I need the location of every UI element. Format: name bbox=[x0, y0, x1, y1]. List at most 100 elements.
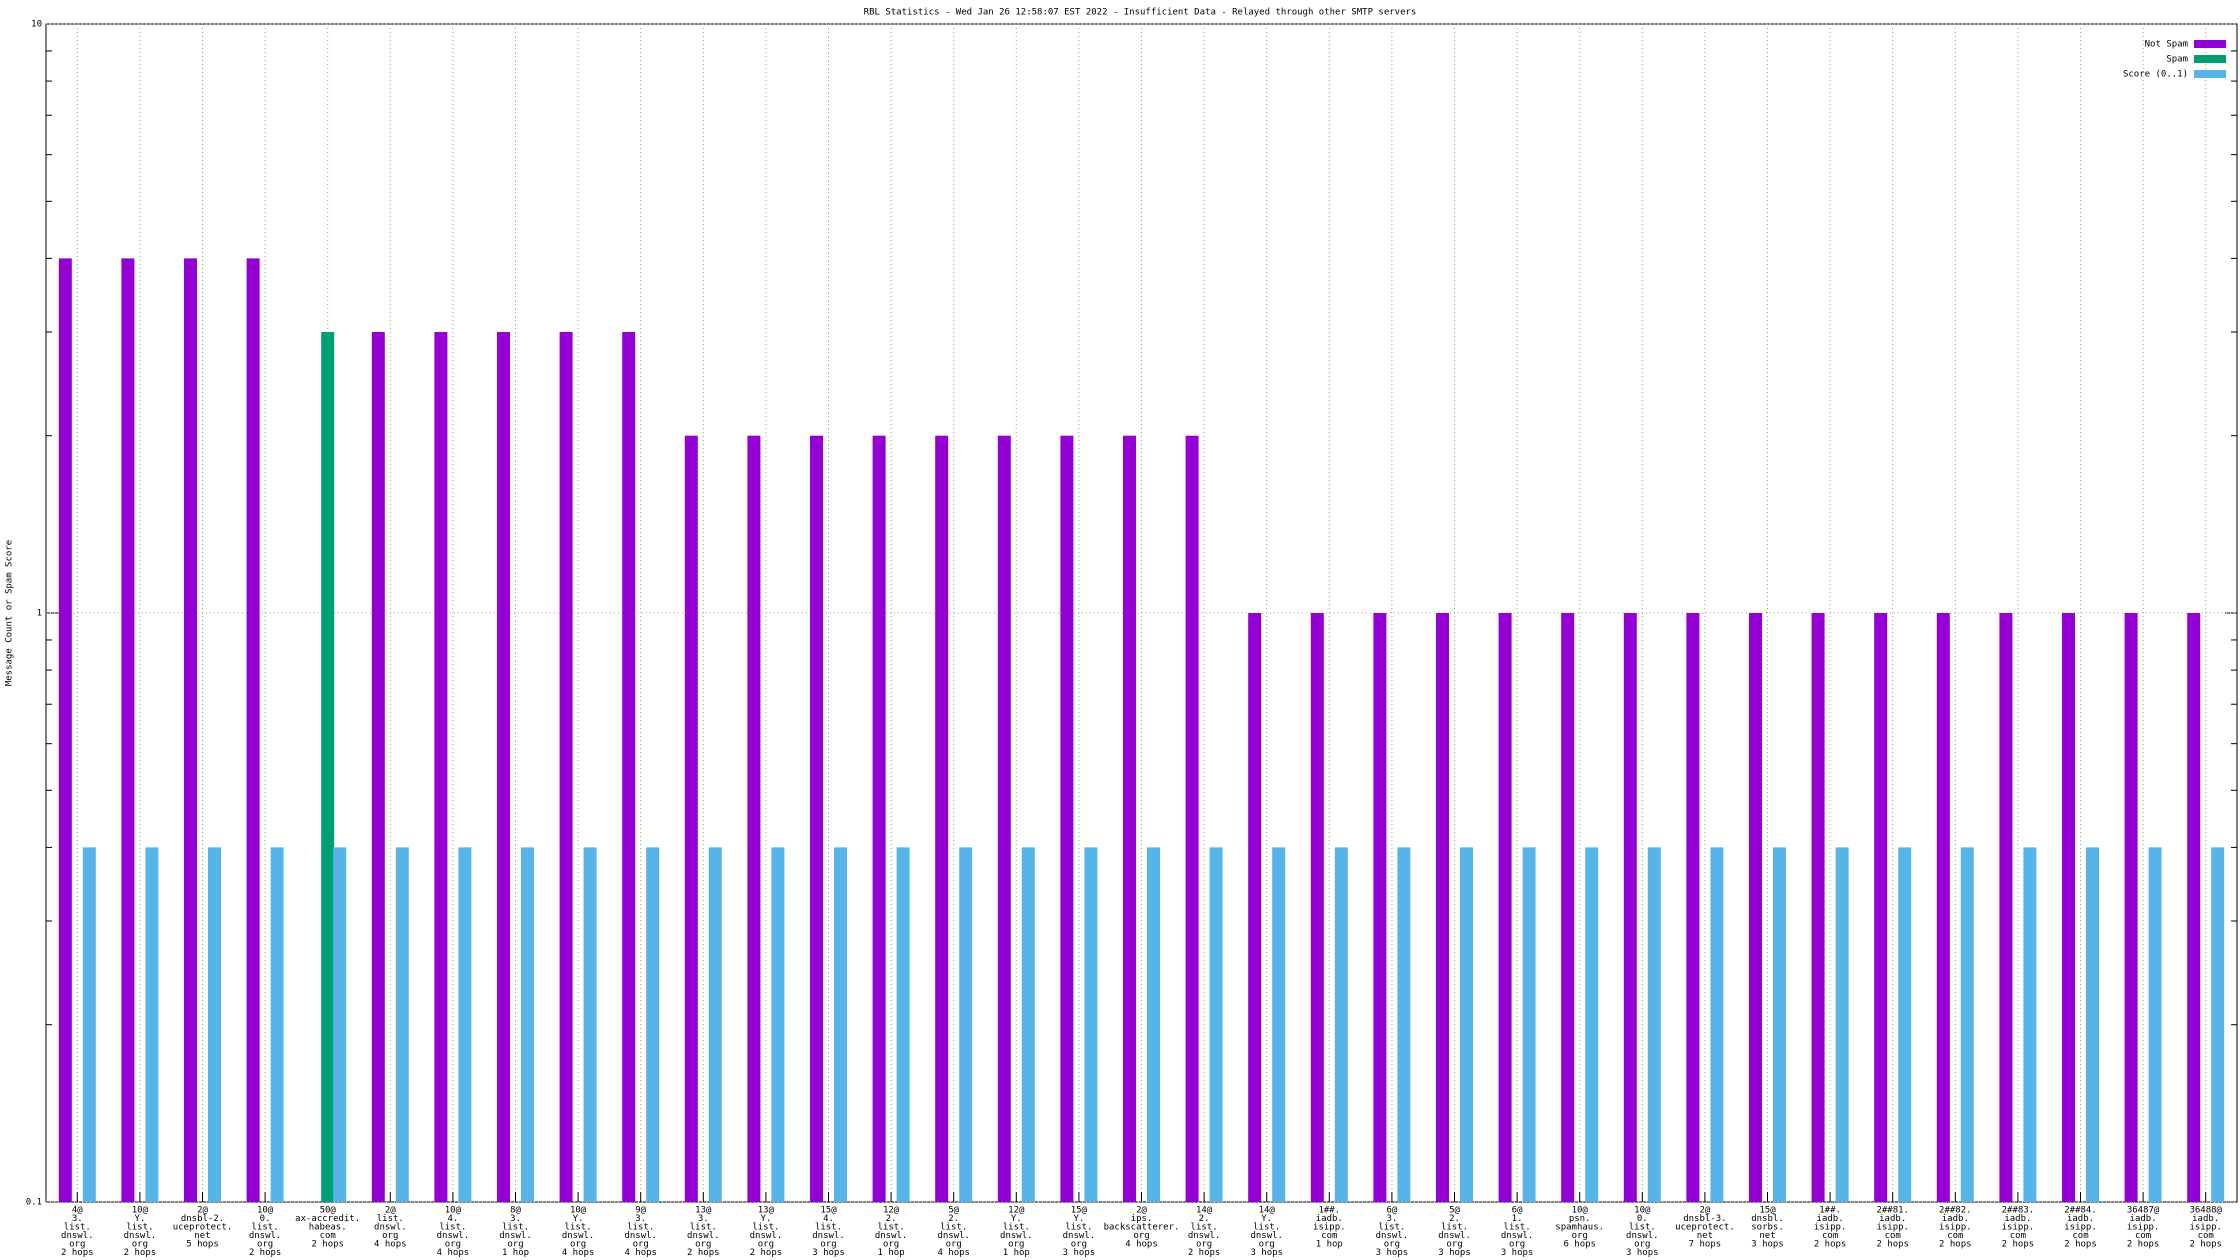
y-axis-label: Message Count or Spam Score bbox=[5, 540, 15, 686]
x-tick-label: 3. bbox=[1386, 1214, 1397, 1224]
x-tick-label: 7 hops bbox=[1689, 1240, 1722, 1250]
x-tick-label: 5@ bbox=[948, 1206, 959, 1216]
bar bbox=[1710, 847, 1724, 1202]
bar bbox=[1123, 435, 1136, 1202]
x-tick-label: 0. bbox=[1637, 1214, 1648, 1224]
x-tick-label: 10@ bbox=[445, 1206, 462, 1216]
bar bbox=[2124, 613, 2138, 1202]
bar bbox=[1021, 847, 1035, 1202]
bar bbox=[458, 847, 472, 1202]
x-tick-label: list. bbox=[126, 1223, 153, 1233]
x-tick-label: com bbox=[320, 1231, 336, 1241]
x-tick-label: dnswl. bbox=[750, 1231, 783, 1241]
x-tick-label: 10@ bbox=[1634, 1206, 1651, 1216]
x-tick-label: isipp. bbox=[1876, 1223, 1909, 1233]
x-tick-label: 13@ bbox=[758, 1206, 775, 1216]
x-tick-label: dnswl. bbox=[499, 1231, 532, 1241]
y-tick-label: 10 bbox=[31, 20, 42, 30]
x-tick-label: dnswl. bbox=[1438, 1231, 1471, 1241]
legend-label: Score (0..1) bbox=[2123, 70, 2188, 80]
x-tick-label: 2. bbox=[948, 1214, 959, 1224]
x-tick-label: net bbox=[1697, 1231, 1713, 1241]
x-tick-label: psn. bbox=[1569, 1214, 1591, 1224]
x-tick-label: list. bbox=[752, 1223, 779, 1233]
x-tick-label: com bbox=[1885, 1231, 1901, 1241]
x-tick-label: org bbox=[695, 1240, 711, 1250]
x-tick-label: isipp. bbox=[2127, 1223, 2160, 1233]
bar bbox=[583, 847, 597, 1202]
bar bbox=[1522, 847, 1536, 1202]
x-tick-label: isipp. bbox=[2002, 1223, 2035, 1233]
x-tick-label: org bbox=[883, 1240, 899, 1250]
x-tick-label: org bbox=[1509, 1240, 1525, 1250]
bar bbox=[1060, 435, 1074, 1202]
bar bbox=[1960, 847, 1974, 1202]
x-tick-label: list. bbox=[1441, 1223, 1468, 1233]
bar bbox=[184, 258, 197, 1202]
x-tick-label: list. bbox=[627, 1223, 654, 1233]
chart-title: RBL Statistics - Wed Jan 26 12:58:07 EST… bbox=[864, 8, 1417, 18]
x-tick-label: uceprotect. bbox=[173, 1223, 233, 1233]
bar bbox=[1811, 613, 1825, 1202]
x-tick-label: isipp. bbox=[1814, 1223, 1847, 1233]
x-tick-label: 3 hops bbox=[1438, 1248, 1471, 1258]
x-tick-label: org bbox=[1384, 1240, 1400, 1250]
x-tick-label: 2##82. bbox=[1939, 1206, 1972, 1216]
x-tick-label: 9@ bbox=[635, 1206, 646, 1216]
x-tick-label: dnswl. bbox=[61, 1231, 94, 1241]
x-tick-label: com bbox=[2135, 1231, 2151, 1241]
x-tick-label: 2. bbox=[1449, 1214, 1460, 1224]
x-tick-label: 3 hops bbox=[1063, 1248, 1096, 1258]
bar bbox=[121, 258, 135, 1202]
x-tick-label: 2 hops bbox=[249, 1248, 282, 1258]
x-tick-label: dnswl. bbox=[562, 1231, 595, 1241]
x-tick-label: 2 hops bbox=[2002, 1240, 2035, 1250]
x-tick-label: list. bbox=[940, 1223, 967, 1233]
bar bbox=[1436, 613, 1449, 1202]
x-tick-label: com bbox=[2072, 1231, 2088, 1241]
x-tick-label: org bbox=[946, 1240, 962, 1250]
x-tick-label: 1 hop bbox=[502, 1248, 529, 1258]
x-tick-label: 2@ bbox=[1136, 1206, 1147, 1216]
bar bbox=[1185, 435, 1199, 1202]
x-tick-label: com bbox=[1947, 1231, 1963, 1241]
bar bbox=[1460, 847, 1473, 1202]
x-tick-label: dnsbl. bbox=[1751, 1214, 1784, 1224]
x-tick-label: 2@ bbox=[1699, 1206, 1710, 1216]
x-tick-label: org bbox=[1008, 1240, 1024, 1250]
bar bbox=[810, 435, 823, 1202]
x-tick-label: iadb. bbox=[2004, 1214, 2031, 1224]
x-tick-label: 2 hops bbox=[1814, 1240, 1847, 1250]
x-tick-label: 14@ bbox=[1196, 1206, 1213, 1216]
y-tick-label: 1 bbox=[37, 609, 42, 619]
bar bbox=[1272, 847, 1286, 1202]
x-tick-label: ax-accredit. bbox=[295, 1214, 360, 1224]
bar bbox=[1999, 613, 2013, 1202]
bar bbox=[497, 331, 510, 1202]
x-tick-label: sorbs. bbox=[1751, 1223, 1784, 1233]
x-tick-label: 4 hops bbox=[562, 1248, 595, 1258]
x-tick-label: dnswl. bbox=[1376, 1231, 1409, 1241]
x-tick-label: 6@ bbox=[1512, 1206, 1523, 1216]
bar bbox=[1773, 847, 1786, 1202]
x-tick-label: 8@ bbox=[510, 1206, 521, 1216]
x-tick-label: isipp. bbox=[2189, 1223, 2222, 1233]
x-tick-label: 5@ bbox=[1449, 1206, 1460, 1216]
x-tick-label: 10@ bbox=[257, 1206, 274, 1216]
x-tick-label: org bbox=[257, 1240, 273, 1250]
x-tick-label: 2. bbox=[886, 1214, 897, 1224]
x-tick-label: iadb. bbox=[2067, 1214, 2094, 1224]
x-tick-label: dnswl. bbox=[249, 1231, 282, 1241]
x-tick-label: Y. bbox=[1261, 1214, 1272, 1224]
x-tick-label: org bbox=[1071, 1240, 1087, 1250]
bar bbox=[1373, 613, 1387, 1202]
x-tick-label: ips. bbox=[1131, 1214, 1153, 1224]
x-tick-label: org bbox=[132, 1240, 148, 1250]
x-tick-label: iadb. bbox=[1817, 1214, 1844, 1224]
x-tick-label: iadb. bbox=[1942, 1214, 1969, 1224]
x-tick-label: 10@ bbox=[1572, 1206, 1589, 1216]
bar bbox=[959, 847, 973, 1202]
x-tick-label: Y. bbox=[134, 1214, 145, 1224]
x-tick-label: 1##. bbox=[1819, 1206, 1841, 1216]
x-tick-label: dnswl. bbox=[937, 1231, 970, 1241]
